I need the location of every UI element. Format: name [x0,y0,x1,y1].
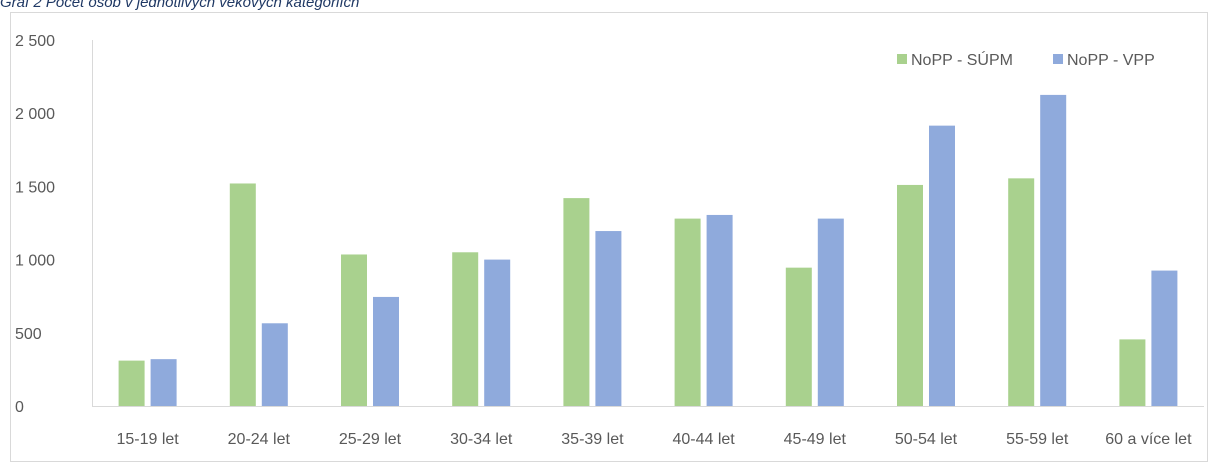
bar-vpp-2 [373,296,399,406]
x-tick-label: 45-49 let [784,431,847,448]
y-axis-ticks: 0 500 1 000 1 500 2 000 2 500 [15,33,55,416]
y-tick-label: 1 500 [15,179,55,196]
x-tick-label: 35-39 let [561,431,624,448]
bar-supm-0 [118,360,145,406]
bar-vpp-7 [929,125,955,407]
x-tick-label: 15-19 let [116,431,179,448]
bar-vpp-5 [706,214,733,406]
legend: NoPP - SÚPM NoPP - VPP [897,50,1155,69]
x-tick-label: 20-24 let [228,431,291,448]
bar-supm-4 [563,198,590,406]
bar-supm-3 [452,252,479,406]
x-axis-ticks: 15-19 let 20-24 let 25-29 let 30-34 let 35-3… [116,431,1192,448]
y-tick-label: 2 500 [15,33,55,50]
y-tick-label: 0 [15,399,24,416]
bar-vpp-0 [150,359,177,406]
bar-supm-6 [785,267,812,406]
x-tick-label: 55-59 let [1006,431,1069,448]
bar-supm-1 [229,183,256,406]
legend-label-supm: NoPP - SÚPM [911,50,1013,69]
bar-vpp-8 [1040,94,1067,407]
x-tick-label: 50-54 let [895,431,958,448]
y-tick-label: 500 [15,326,42,343]
bar-supm-7 [897,184,923,406]
legend-swatch-supm [897,54,907,64]
bars [118,94,1178,407]
bar-vpp-1 [261,323,288,406]
bar-vpp-4 [595,231,622,406]
bar-supm-8 [1008,178,1035,406]
y-tick-label: 1 000 [15,253,55,270]
x-tick-label: 60 a více let [1105,431,1192,448]
x-tick-label: 40-44 let [672,431,735,448]
legend-label-vpp: NoPP - VPP [1067,52,1155,69]
bar-vpp-9 [1151,270,1178,406]
bar-vpp-6 [817,218,844,406]
y-tick-label: 2 000 [15,106,55,123]
bar-supm-2 [341,254,367,406]
chart-caption: Graf 2 Počet osob v jednotlivých věkovýc… [0,0,360,11]
bar-vpp-3 [484,259,511,406]
bar-supm-9 [1119,339,1146,406]
chart-frame [10,12,1208,462]
x-tick-label: 30-34 let [450,431,513,448]
x-tick-label: 25-29 let [339,431,402,448]
legend-swatch-vpp [1053,54,1063,64]
bar-supm-5 [674,218,701,406]
